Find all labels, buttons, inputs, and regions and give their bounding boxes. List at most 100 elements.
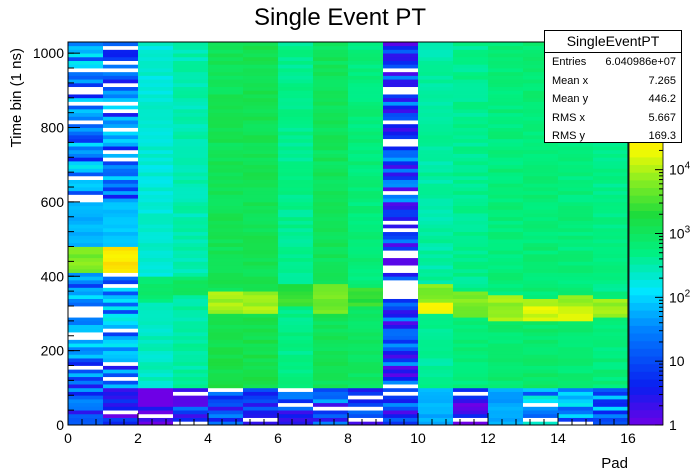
heatmap-cell bbox=[208, 283, 244, 288]
heatmap-cell bbox=[558, 365, 594, 370]
palette-step bbox=[629, 218, 663, 227]
heatmap-cell bbox=[138, 239, 174, 244]
palette-step bbox=[629, 210, 663, 219]
heatmap-cell bbox=[173, 346, 209, 352]
heatmap-cell bbox=[138, 313, 174, 318]
heatmap-cell bbox=[208, 361, 244, 366]
heatmap-cell bbox=[523, 127, 559, 132]
heatmap-cell bbox=[418, 235, 454, 240]
heatmap-cell bbox=[488, 239, 524, 244]
heatmap-cell bbox=[488, 194, 524, 199]
stats-value: 7.265 bbox=[648, 74, 676, 87]
heatmap-cell bbox=[243, 298, 279, 303]
heatmap-cell bbox=[523, 187, 559, 192]
heatmap-cell bbox=[488, 365, 524, 370]
heatmap-cell bbox=[243, 361, 279, 366]
heatmap-cell bbox=[278, 413, 314, 418]
heatmap-cell bbox=[523, 253, 559, 259]
heatmap-cell bbox=[68, 410, 104, 415]
heatmap-cell bbox=[558, 172, 594, 177]
heatmap-cell bbox=[558, 253, 594, 259]
heatmap-cell bbox=[68, 354, 104, 359]
heatmap-cell bbox=[313, 276, 349, 281]
heatmap-cell bbox=[348, 108, 384, 114]
heatmap-cell bbox=[68, 324, 104, 329]
heatmap-cell bbox=[558, 335, 594, 340]
heatmap-cell bbox=[103, 253, 139, 259]
heatmap-cell bbox=[208, 227, 244, 233]
heatmap-cell bbox=[243, 376, 279, 381]
heatmap-cell bbox=[243, 120, 279, 125]
heatmap-cell bbox=[103, 209, 139, 214]
palette-step bbox=[629, 302, 663, 311]
heatmap-cell bbox=[488, 42, 524, 47]
heatmap-cell bbox=[523, 291, 559, 296]
heatmap-cell bbox=[383, 116, 419, 121]
heatmap-cell bbox=[383, 302, 419, 307]
heatmap-cell bbox=[488, 142, 524, 147]
heatmap-cell bbox=[208, 220, 244, 225]
heatmap-cell bbox=[278, 190, 314, 195]
heatmap-cell bbox=[453, 328, 489, 333]
heatmap-cell bbox=[348, 231, 384, 236]
heatmap-cell bbox=[208, 324, 244, 329]
heatmap-cell bbox=[313, 287, 349, 292]
heatmap-cell bbox=[243, 261, 279, 266]
heatmap-cell bbox=[593, 201, 629, 207]
heatmap-cell bbox=[383, 332, 419, 337]
heatmap-cell bbox=[173, 108, 209, 114]
heatmap-cell bbox=[313, 313, 349, 318]
heatmap-cell bbox=[68, 71, 104, 76]
heatmap-cell bbox=[103, 384, 139, 389]
heatmap-cell bbox=[418, 213, 454, 218]
heatmap-cell bbox=[173, 134, 209, 140]
heatmap-cell bbox=[488, 324, 524, 329]
heatmap-cell bbox=[383, 216, 419, 221]
heatmap-cell bbox=[453, 190, 489, 195]
heatmap-cell bbox=[173, 365, 209, 370]
heatmap-cell bbox=[453, 239, 489, 244]
heatmap-cell bbox=[103, 116, 139, 121]
heatmap-cell bbox=[488, 131, 524, 136]
heatmap-cell bbox=[208, 410, 244, 415]
heatmap-cell bbox=[383, 372, 419, 378]
heatmap-cell bbox=[68, 183, 104, 188]
heatmap-cell bbox=[68, 268, 104, 273]
heatmap-cell bbox=[348, 187, 384, 192]
heatmap-cell bbox=[453, 164, 489, 169]
heatmap-cell bbox=[523, 227, 559, 233]
heatmap-cell bbox=[418, 90, 454, 95]
heatmap-cell bbox=[523, 86, 559, 91]
heatmap-cell bbox=[68, 116, 104, 121]
heatmap-cell bbox=[418, 354, 454, 359]
heatmap-cell bbox=[488, 276, 524, 281]
heatmap-cell bbox=[348, 302, 384, 307]
heatmap-cell bbox=[208, 246, 244, 251]
heatmap-cell bbox=[278, 227, 314, 233]
heatmap-cell bbox=[418, 216, 454, 221]
heatmap-cell bbox=[453, 60, 489, 65]
heatmap-cell bbox=[103, 216, 139, 221]
heatmap-cell bbox=[558, 213, 594, 218]
heatmap-cell bbox=[593, 213, 629, 218]
heatmap-cell bbox=[453, 149, 489, 154]
heatmap-cell bbox=[348, 361, 384, 366]
heatmap-cell bbox=[348, 82, 384, 88]
heatmap-cell bbox=[278, 138, 314, 143]
heatmap-cell bbox=[138, 272, 174, 277]
heatmap-cell bbox=[278, 317, 314, 322]
stats-value: 169.3 bbox=[648, 130, 676, 142]
heatmap-cell bbox=[138, 372, 174, 378]
heatmap-cell bbox=[383, 265, 419, 270]
heatmap-cell bbox=[208, 261, 244, 266]
heatmap-cell bbox=[103, 149, 139, 154]
heatmap-cell bbox=[593, 257, 629, 262]
heatmap-cell bbox=[453, 350, 489, 355]
heatmap-cell bbox=[243, 276, 279, 281]
heatmap-cell bbox=[313, 279, 349, 285]
x-tick-label: 4 bbox=[204, 430, 212, 446]
heatmap-cell bbox=[523, 358, 559, 363]
heatmap-cell bbox=[523, 328, 559, 333]
heatmap-cell bbox=[173, 384, 209, 389]
